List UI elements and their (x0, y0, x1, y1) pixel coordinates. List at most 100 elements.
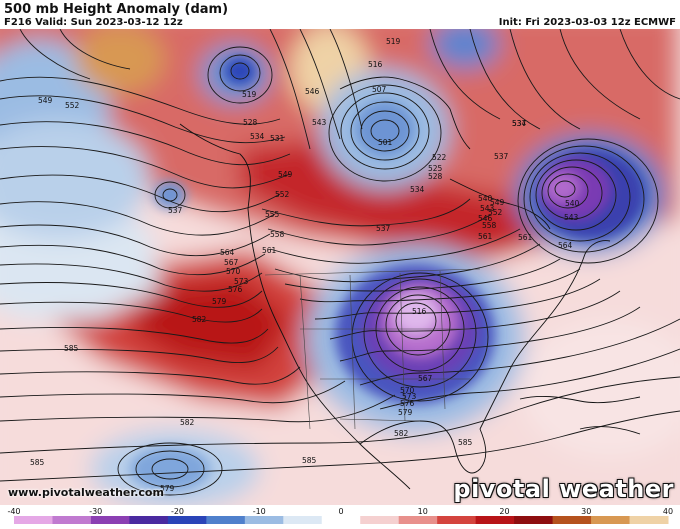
contour-label: 570 (226, 267, 241, 276)
contour-label: 540 (478, 194, 493, 203)
colorbar-tick-label: -20 (171, 507, 184, 516)
contour-label: 576 (228, 285, 243, 294)
contour-label: 552 (488, 208, 503, 217)
contour-label: 552 (65, 101, 80, 110)
contour-label: 573 (234, 277, 249, 286)
contour-label: 567 (224, 258, 239, 267)
contour-label: 528 (428, 172, 443, 181)
contour-label: 540 (565, 199, 580, 208)
colorbar-cell (244, 516, 284, 524)
colorbar-cell (14, 516, 53, 524)
contour-label: 549 (490, 198, 505, 207)
contour-label: 564 (220, 248, 235, 257)
valid-time: F216 Valid: Sun 2023-03-12 12z (4, 17, 183, 28)
colorbar-cell (52, 516, 92, 524)
contour-label: 549 (38, 96, 53, 105)
colorbar-cells (14, 516, 669, 524)
contour-label: 507 (372, 85, 387, 94)
contour-label: 561 (518, 233, 533, 242)
coastlines (179, 76, 641, 490)
contour-label-layer: 549 552 537 519 528 531 534 543 546 549 … (30, 37, 580, 493)
contour-label: 516 (412, 307, 427, 316)
contour-label: 561 (478, 232, 493, 241)
contour-label: 585 (458, 438, 473, 447)
map-title: 500 mb Height Anomaly (dam) (4, 2, 229, 17)
contour-label: 558 (482, 221, 497, 230)
colorbar-cell (321, 516, 361, 524)
contour-label: 582 (394, 429, 409, 438)
contour-label: 579 (160, 484, 175, 493)
header: 500 mb Height Anomaly (dam) F216 Valid: … (4, 2, 228, 29)
colorbar-tick-label: -30 (89, 507, 102, 516)
contour-label: 528 (243, 118, 258, 127)
website-url: www.pivotalweather.com (8, 486, 164, 499)
colorbar-cell (167, 516, 207, 524)
contour-label: 516 (368, 60, 383, 69)
contour-label: 549 (278, 170, 293, 179)
colorbar-cell (514, 516, 554, 524)
init-time: Init: Fri 2023-03-03 12z ECMWF (498, 17, 676, 28)
contour-label: 546 (478, 214, 493, 223)
contour-label: 552 (275, 190, 290, 199)
colorbar-tick-label: 40 (663, 507, 673, 516)
colorbar-cell (206, 516, 246, 524)
contour-label: 585 (64, 344, 79, 353)
contour-label: 579 (212, 297, 227, 306)
contour-label: 582 (180, 418, 195, 427)
colorbar-canvas: -40 -30 -20 -10 0 10 20 30 40 (7, 507, 673, 524)
colorbar: -40 -30 -20 -10 0 10 20 30 40 (0, 505, 680, 525)
contour-label: 519 (242, 90, 257, 99)
contour-label: 579 (398, 408, 413, 417)
contour-label: 555 (265, 210, 280, 219)
contour-label: 558 (270, 230, 285, 239)
contour-label: 585 (30, 458, 45, 467)
colorbar-tick-label: 20 (499, 507, 509, 516)
political-borders (264, 268, 481, 430)
colorbar-cell (283, 516, 323, 524)
colorbar-cell (591, 516, 631, 524)
contour-label: 564 (558, 241, 573, 250)
colorbar-tick-label: 10 (418, 507, 428, 516)
colorbar-tick-label: -40 (7, 507, 20, 516)
contour-label: 573 (402, 392, 417, 401)
brand-logo: pivotal weather (453, 475, 674, 503)
contour-label: 534 (410, 185, 425, 194)
colorbar-cell (552, 516, 592, 524)
contour-label: 570 (400, 386, 415, 395)
contour-label: 585 (302, 456, 317, 465)
contour-label: 531 (270, 134, 285, 143)
colorbar-tick-label: 30 (581, 507, 591, 516)
height-contours (0, 29, 680, 496)
contour-label: 522 (432, 153, 447, 162)
colorbar-cell (629, 516, 669, 524)
colorbar-cell (129, 516, 169, 524)
contour-label: 537 (494, 152, 509, 161)
contour-label: 543 (312, 118, 327, 127)
colorbar-tick-label: -10 (253, 507, 266, 516)
contour-label: 534 (512, 119, 527, 128)
contour-label: 501 (378, 138, 393, 147)
contour-label: 537 (512, 119, 527, 128)
colorbar-cell (475, 516, 515, 524)
contour-label: 546 (305, 87, 320, 96)
contour-label: 561 (262, 246, 277, 255)
contour-label: 537 (168, 206, 183, 215)
colorbar-cell (398, 516, 438, 524)
colorbar-ticks: -40 -30 -20 -10 0 10 20 30 40 (7, 507, 673, 516)
height-anomaly-map: 549 552 537 519 528 531 534 543 546 549 … (0, 29, 680, 505)
colorbar-tick-label: 0 (338, 507, 343, 516)
contour-label: 525 (428, 164, 443, 173)
contour-label: 567 (418, 374, 433, 383)
map-canvas: 549 552 537 519 528 531 534 543 546 549 … (0, 29, 680, 505)
colorbar-cell (90, 516, 130, 524)
contour-label: 543 (480, 204, 495, 213)
contour-label: 537 (376, 224, 391, 233)
anomaly-shading (0, 29, 680, 505)
contour-label: 519 (386, 37, 401, 46)
contour-label: 543 (564, 213, 579, 222)
contour-label: 576 (400, 399, 415, 408)
colorbar-cell (360, 516, 400, 524)
contour-label: 534 (250, 132, 265, 141)
colorbar-cell (437, 516, 477, 524)
contour-label: 582 (192, 315, 207, 324)
